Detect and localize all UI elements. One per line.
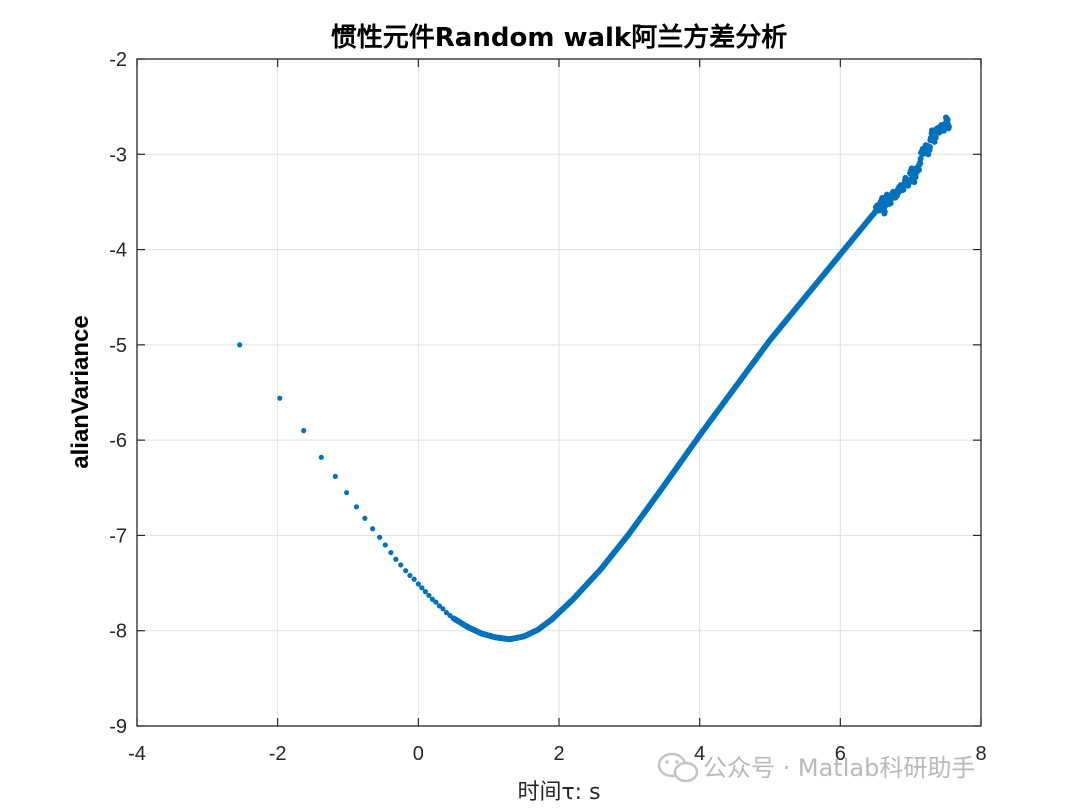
data-point (362, 515, 368, 521)
data-point (343, 489, 350, 496)
data-points (237, 114, 952, 643)
data-point (443, 610, 450, 616)
data-point (301, 428, 307, 434)
watermark: 公众号 · Matlab科研助手 (657, 752, 975, 783)
data-point (403, 568, 409, 574)
data-point (382, 542, 388, 548)
data-point (917, 155, 924, 162)
x-tick-labels: -4 -2 0 2 4 6 8 (128, 743, 986, 765)
y-axis-label: alianVariance (67, 315, 94, 468)
x-tick-label: 0 (413, 743, 424, 765)
x-axis-label: 时间τ: s (517, 780, 600, 805)
data-point (332, 473, 338, 479)
y-tick-label: -6 (109, 430, 127, 452)
y-tick-label: -2 (109, 49, 127, 71)
ticks (136, 58, 982, 727)
data-point (388, 549, 394, 556)
x-tick-label: 2 (553, 743, 564, 765)
y-tick-label: -7 (109, 525, 127, 547)
data-point (926, 143, 933, 150)
x-tick-label: 4 (694, 743, 705, 765)
data-point (429, 596, 435, 602)
y-tick-label: -8 (109, 621, 127, 643)
data-point (915, 166, 922, 173)
data-point (411, 576, 417, 582)
data-point (900, 186, 907, 193)
y-tick-label: -3 (109, 144, 127, 166)
y-tick-label: -5 (109, 335, 127, 357)
data-point (433, 599, 439, 605)
data-point (398, 562, 404, 568)
data-point (436, 603, 443, 609)
data-point (911, 179, 918, 186)
data-point (318, 454, 324, 460)
data-point (370, 526, 376, 532)
x-tick-label: 6 (835, 743, 846, 765)
data-point (917, 160, 924, 167)
data-point (407, 572, 413, 579)
y-tick-label: -9 (109, 716, 127, 738)
watermark-text: 公众号 · Matlab科研助手 (703, 754, 975, 782)
x-tick-label: -4 (128, 743, 146, 765)
wechat-icon (657, 752, 699, 783)
data-point (393, 556, 399, 562)
x-tick-label: -2 (269, 743, 287, 765)
data-point (277, 395, 283, 401)
data-point (415, 581, 421, 587)
data-point (419, 585, 425, 591)
data-point (237, 342, 243, 348)
data-point (944, 116, 951, 123)
data-point (422, 589, 428, 595)
y-tick-labels: -2 -3 -4 -5 -6 -7 -8 -9 (109, 49, 127, 738)
data-point (881, 208, 888, 215)
data-point (440, 606, 446, 612)
data-point (426, 592, 432, 599)
y-tick-label: -4 (109, 240, 127, 262)
data-point (353, 504, 360, 510)
chart-title: 惯性元件Random walk阿兰方差分析 (331, 22, 787, 53)
data-point (377, 534, 383, 540)
data-point (945, 123, 952, 130)
x-tick-label: 8 (975, 743, 986, 765)
